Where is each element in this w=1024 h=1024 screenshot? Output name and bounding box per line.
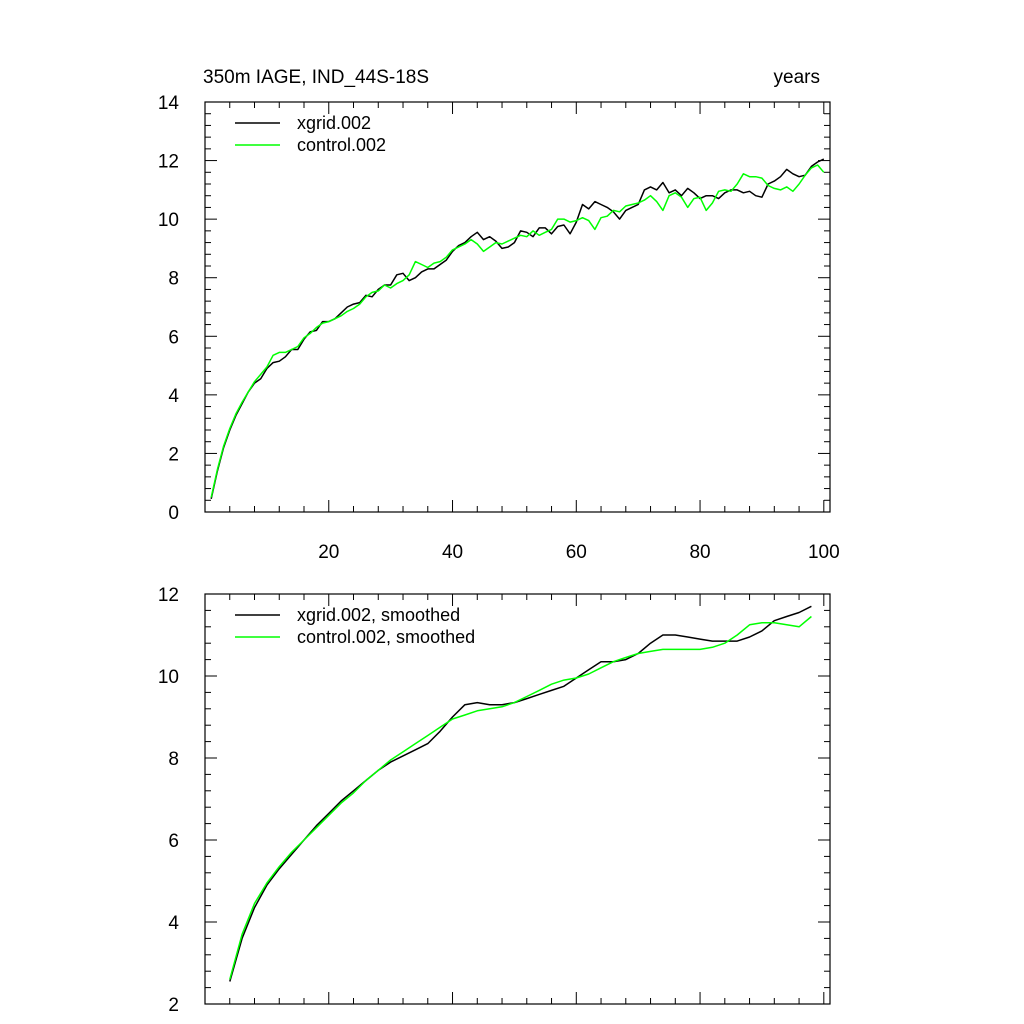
y-tick-label: 0 bbox=[168, 503, 179, 524]
x-tick-label: 60 bbox=[566, 542, 587, 563]
y-tick-label: 12 bbox=[158, 585, 179, 606]
series-line-1 bbox=[229, 605, 812, 982]
y-tick-label: 8 bbox=[168, 749, 179, 770]
y-tick-label: 10 bbox=[158, 210, 179, 231]
series-line-2 bbox=[229, 615, 812, 980]
y-tick-label: 12 bbox=[158, 152, 179, 173]
chart-bottom: 2 4 6 8 10 12 xgrid.002, smoothedcontrol.002, … bbox=[158, 585, 831, 1016]
y-tick-label: 2 bbox=[168, 995, 179, 1016]
x-tick-label: 80 bbox=[689, 542, 710, 563]
plot-frame bbox=[204, 593, 831, 1005]
chart-units: years bbox=[774, 67, 820, 88]
legend-label-2: control.002, smoothed bbox=[297, 627, 475, 647]
chart-title: 350m IAGE, IND_44S-18S bbox=[203, 67, 429, 88]
x-tick-label: 40 bbox=[442, 542, 463, 563]
y-tick-label: 4 bbox=[168, 913, 179, 934]
y-tick-label: 6 bbox=[168, 831, 179, 852]
y-tick-label: 8 bbox=[168, 269, 179, 290]
y-tick-label: 4 bbox=[168, 386, 179, 407]
legend-label-2: control.002 bbox=[297, 135, 386, 155]
y-tick-label: 6 bbox=[168, 327, 179, 348]
x-tick-label: 20 bbox=[318, 542, 339, 563]
plot-frame bbox=[204, 101, 831, 513]
series-line-1 bbox=[210, 158, 825, 499]
y-tick-label: 10 bbox=[158, 667, 179, 688]
series-line-2 bbox=[210, 164, 825, 498]
legend-label-1: xgrid.002 bbox=[297, 113, 371, 133]
y-tick-label: 2 bbox=[168, 444, 179, 465]
legend-label-1: xgrid.002, smoothed bbox=[297, 605, 460, 625]
y-tick-label: 14 bbox=[158, 93, 180, 114]
chart-top: 0 2 4 6 8 10 12 14 20 40 60 80 100 xgrid.002control.0… bbox=[158, 67, 840, 563]
x-tick-label: 100 bbox=[808, 542, 840, 563]
